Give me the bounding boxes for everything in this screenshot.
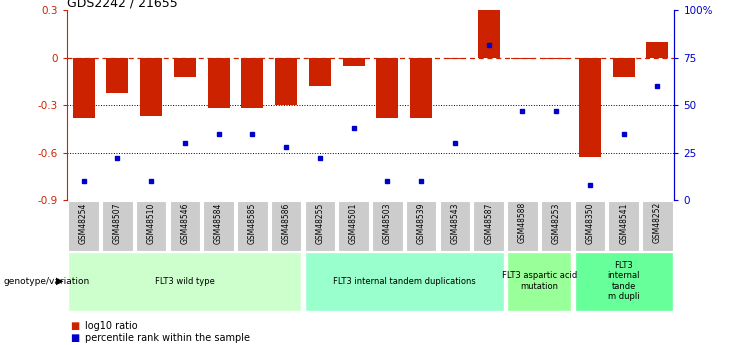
Text: GSM48586: GSM48586 xyxy=(282,202,290,244)
Bar xyxy=(575,252,673,310)
Text: GSM48546: GSM48546 xyxy=(180,202,190,244)
Text: GSM48255: GSM48255 xyxy=(316,202,325,244)
Bar xyxy=(545,58,567,59)
Bar xyxy=(207,58,230,108)
Text: GSM48584: GSM48584 xyxy=(214,202,223,244)
Text: FLT3 aspartic acid
mutation: FLT3 aspartic acid mutation xyxy=(502,272,577,291)
Bar xyxy=(511,58,534,59)
Text: GSM48252: GSM48252 xyxy=(653,202,662,244)
Text: GSM48350: GSM48350 xyxy=(585,202,594,244)
Bar xyxy=(372,201,402,251)
Bar xyxy=(309,58,330,86)
Text: GSM48541: GSM48541 xyxy=(619,202,628,244)
Bar xyxy=(575,201,605,251)
Text: percentile rank within the sample: percentile rank within the sample xyxy=(85,333,250,343)
Text: genotype/variation: genotype/variation xyxy=(4,277,90,286)
Bar xyxy=(444,58,466,59)
Bar xyxy=(305,252,504,310)
Bar xyxy=(439,201,470,251)
Text: FLT3
internal
tande
m dupli: FLT3 internal tande m dupli xyxy=(608,261,640,301)
Text: GSM48253: GSM48253 xyxy=(551,202,561,244)
Text: FLT3 internal tandem duplications: FLT3 internal tandem duplications xyxy=(333,277,476,286)
Bar xyxy=(613,58,634,77)
Bar xyxy=(541,201,571,251)
Bar xyxy=(275,58,297,105)
Bar xyxy=(406,201,436,251)
Text: GSM48510: GSM48510 xyxy=(147,202,156,244)
Bar xyxy=(305,201,335,251)
Bar xyxy=(136,201,166,251)
Text: GSM48543: GSM48543 xyxy=(451,202,459,244)
Bar xyxy=(342,58,365,66)
Text: FLT3 wild type: FLT3 wild type xyxy=(155,277,215,286)
Bar xyxy=(73,58,95,118)
Text: GSM48503: GSM48503 xyxy=(383,202,392,244)
Bar xyxy=(478,10,499,58)
Text: ■: ■ xyxy=(70,321,79,331)
Bar xyxy=(646,42,668,58)
Text: ▶: ▶ xyxy=(56,276,63,286)
Bar xyxy=(242,58,263,108)
Text: GSM48587: GSM48587 xyxy=(484,202,494,244)
Bar xyxy=(107,58,128,92)
Text: GSM48254: GSM48254 xyxy=(79,202,88,244)
Text: GSM48539: GSM48539 xyxy=(416,202,425,244)
Bar xyxy=(411,58,432,118)
Text: GSM48507: GSM48507 xyxy=(113,202,122,244)
Bar xyxy=(376,58,399,118)
Bar xyxy=(174,58,196,77)
Bar xyxy=(102,201,133,251)
Bar xyxy=(579,58,601,157)
Bar xyxy=(271,201,302,251)
Text: GSM48501: GSM48501 xyxy=(349,202,358,244)
Text: ■: ■ xyxy=(70,333,79,343)
Text: GDS2242 / 21655: GDS2242 / 21655 xyxy=(67,0,177,9)
Text: GSM48588: GSM48588 xyxy=(518,202,527,244)
Text: log10 ratio: log10 ratio xyxy=(85,321,138,331)
Bar xyxy=(68,252,302,310)
Bar xyxy=(237,201,268,251)
Bar xyxy=(608,201,639,251)
Bar xyxy=(508,252,571,310)
Bar xyxy=(508,201,538,251)
Bar xyxy=(339,201,369,251)
Bar xyxy=(203,201,234,251)
Bar xyxy=(140,58,162,116)
Bar xyxy=(473,201,504,251)
Text: GSM48585: GSM48585 xyxy=(247,202,257,244)
Bar xyxy=(68,201,99,251)
Bar xyxy=(170,201,200,251)
Bar xyxy=(642,201,673,251)
